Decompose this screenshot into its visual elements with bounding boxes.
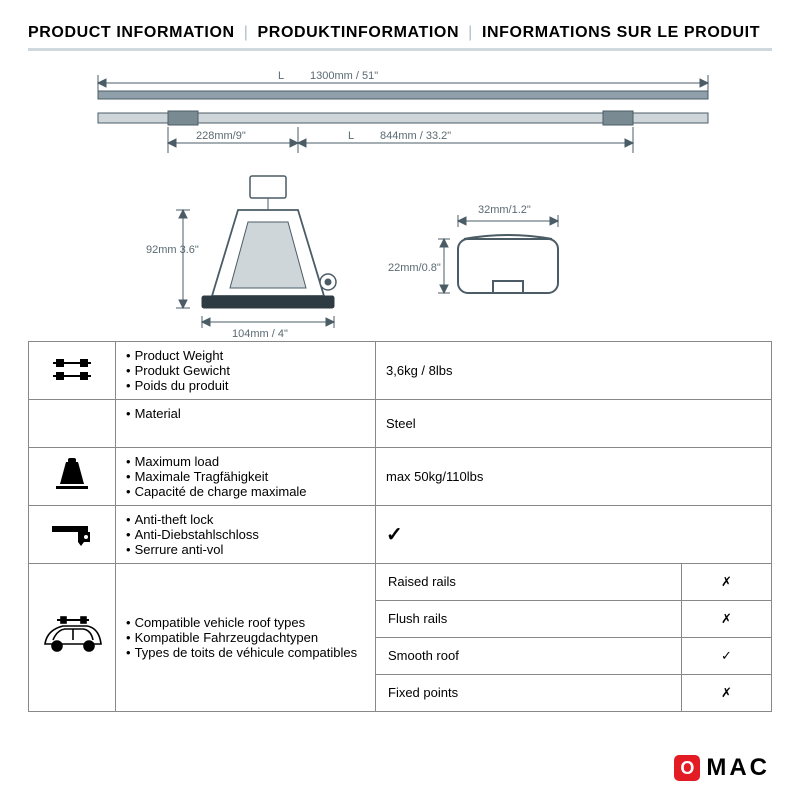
rooftype-row: Smooth roof ✓ [376, 638, 771, 675]
logo-icon: O [674, 755, 700, 781]
page-title: PRODUCT INFORMATION | PRODUKTINFORMATION… [28, 24, 772, 51]
load-value: max 50kg/110lbs [376, 448, 772, 506]
xsec-height-dim: 22mm/0.8" [388, 262, 441, 274]
brand-logo: O MAC [674, 754, 770, 782]
weight-labels: Product Weight Produkt Gewicht Poids du … [116, 342, 376, 400]
lock-value: ✓ [376, 506, 772, 564]
material-value: Steel [376, 400, 772, 448]
material-labels: Material [116, 400, 376, 448]
rooftype-labels: Compatible vehicle roof types Kompatible… [116, 564, 376, 712]
title-fr: INFORMATIONS SUR LE PRODUIT [482, 24, 760, 41]
weight-icon [29, 342, 116, 400]
foot-base-dim: 104mm / 4" [232, 328, 288, 340]
topbar-letter: L [278, 70, 284, 82]
row-material: Material Steel [29, 400, 772, 448]
car-icon [29, 564, 116, 712]
title-en: PRODUCT INFORMATION [28, 24, 235, 41]
lock-icon [29, 506, 116, 564]
row-rooftypes: Compatible vehicle roof types Kompatible… [29, 564, 772, 712]
load-icon [29, 448, 116, 506]
row-lock: Anti-theft lock Anti-Diebstahlschloss Se… [29, 506, 772, 564]
load-labels: Maximum load Maximale Tragfähigkeit Capa… [116, 448, 376, 506]
title-separator: | [240, 24, 253, 41]
mid-seg-dim: 844mm / 33.2" [380, 130, 451, 142]
logo-text: MAC [706, 754, 770, 782]
foot-height-dim: 92mm 3.6" [146, 244, 199, 256]
title-de: PRODUKTINFORMATION [258, 24, 460, 41]
lock-labels: Anti-theft lock Anti-Diebstahlschloss Se… [116, 506, 376, 564]
weight-value: 3,6kg / 8lbs [376, 342, 772, 400]
xsec-width-dim: 32mm/1.2" [478, 204, 531, 216]
title-separator: | [464, 24, 477, 41]
rooftype-row: Fixed points ✗ [376, 675, 771, 711]
row-load: Maximum load Maximale Tragfähigkeit Capa… [29, 448, 772, 506]
rooftype-row: Flush rails ✗ [376, 601, 771, 638]
left-seg-dim: 228mm/9" [196, 130, 246, 142]
mid-seg-letter: L [348, 130, 354, 142]
technical-diagram: L 1300mm / 51" 228mm/9" L 844m [28, 61, 772, 341]
spec-table: Product Weight Produkt Gewicht Poids du … [28, 341, 772, 712]
row-weight: Product Weight Produkt Gewicht Poids du … [29, 342, 772, 400]
rooftype-row: Raised rails ✗ [376, 564, 771, 601]
rooftype-subtable: Raised rails ✗ Flush rails ✗ Smooth roof… [376, 564, 772, 712]
topbar-dim: 1300mm / 51" [310, 70, 378, 82]
